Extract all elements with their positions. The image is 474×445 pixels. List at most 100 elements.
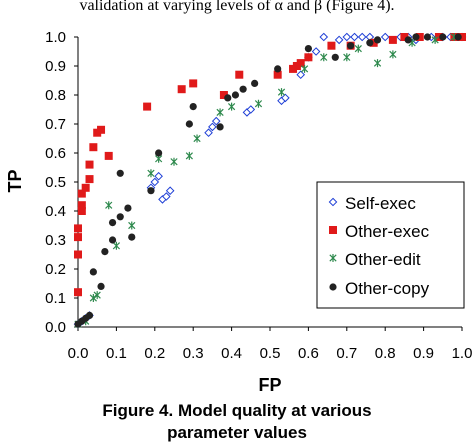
data-point-other-copy — [332, 54, 339, 61]
data-point-other-copy — [117, 170, 124, 177]
legend-label-other-exec: Other-exec — [345, 222, 430, 241]
legend-label-other-edit: Other-edit — [345, 250, 421, 269]
data-point-other-edit — [374, 59, 380, 67]
y-tick-label: 0.1 — [45, 290, 66, 307]
y-tick-label: 0.6 — [45, 145, 66, 162]
data-point-self-exec — [343, 33, 350, 40]
legend-label-other-copy: Other-copy — [345, 279, 430, 298]
data-point-other-exec — [86, 161, 94, 169]
y-tick-labels: 0.0 0.1 0.2 0.3 0.4 0.5 0.6 0.7 0.8 0.9 1.0 — [45, 29, 66, 336]
legend: Self-exec Other-exec Other-edit Other-copy — [317, 182, 464, 308]
data-point-other-copy — [240, 86, 247, 93]
data-point-other-edit — [194, 135, 200, 143]
data-point-other-exec — [89, 143, 97, 151]
x-tick-label: 0.4 — [221, 345, 242, 362]
y-tick-label: 0.3 — [45, 232, 66, 249]
data-point-other-exec — [82, 184, 90, 192]
data-point-other-copy — [109, 219, 116, 226]
data-point-other-copy — [224, 94, 231, 101]
y-tick-label: 0.5 — [45, 174, 66, 191]
y-tick-label: 0.8 — [45, 87, 66, 104]
data-point-other-copy — [86, 312, 93, 319]
data-point-other-edit — [94, 291, 100, 299]
data-point-other-edit — [148, 169, 154, 177]
figure-caption-line-2: parameter values — [0, 423, 474, 443]
x-tick-label: 0.0 — [68, 345, 89, 362]
data-point-other-copy — [90, 268, 97, 275]
data-point-other-copy — [190, 103, 197, 110]
data-point-other-copy — [305, 45, 312, 52]
data-point-self-exec — [351, 33, 358, 40]
data-point-other-exec — [304, 53, 312, 61]
data-point-other-edit — [106, 201, 112, 209]
y-tick-label: 0.4 — [45, 203, 66, 220]
data-point-self-exec — [205, 129, 212, 136]
data-point-other-exec — [74, 224, 82, 232]
data-point-other-exec — [74, 251, 82, 259]
data-point-other-copy — [109, 236, 116, 243]
y-tick-label: 0.2 — [45, 261, 66, 278]
data-point-other-exec — [327, 42, 335, 50]
data-point-other-copy — [274, 65, 281, 72]
x-tick-label: 0.2 — [144, 345, 165, 362]
data-point-other-edit — [228, 103, 234, 111]
data-point-other-edit — [217, 108, 223, 116]
data-point-other-copy — [216, 123, 223, 130]
data-point-other-exec — [74, 288, 82, 296]
legend-marker-other-exec — [329, 226, 337, 234]
y-axis-label: TP — [5, 169, 25, 192]
data-point-other-copy — [439, 33, 446, 40]
data-point-other-copy — [424, 33, 431, 40]
data-point-other-copy — [124, 205, 131, 212]
x-tick-label: 0.5 — [260, 345, 281, 362]
data-point-other-edit — [171, 158, 177, 166]
data-point-self-exec — [151, 178, 158, 185]
data-point-other-exec — [86, 175, 94, 183]
data-point-other-copy — [455, 33, 462, 40]
data-point-self-exec — [312, 48, 319, 55]
data-point-other-edit — [278, 88, 284, 96]
data-point-other-edit — [255, 100, 261, 108]
data-point-other-copy — [128, 234, 135, 241]
data-point-self-exec — [359, 33, 366, 40]
data-point-other-exec — [105, 152, 113, 160]
data-point-self-exec — [155, 173, 162, 180]
legend-marker-other-copy — [329, 283, 336, 290]
data-point-other-copy — [232, 91, 239, 98]
data-point-other-copy — [251, 80, 258, 87]
data-point-other-exec — [143, 103, 151, 111]
data-point-other-edit — [90, 294, 96, 302]
x-tick-label: 0.9 — [413, 345, 434, 362]
data-point-self-exec — [382, 33, 389, 40]
data-point-other-copy — [97, 283, 104, 290]
data-point-other-copy — [186, 120, 193, 127]
data-point-other-copy — [412, 33, 419, 40]
data-point-other-copy — [405, 36, 412, 43]
y-tick-label: 1.0 — [45, 29, 66, 46]
data-point-other-edit — [301, 65, 307, 73]
data-point-other-copy — [147, 187, 154, 194]
data-point-other-copy — [347, 42, 354, 49]
y-tick-label: 0.0 — [45, 319, 66, 336]
roc-scatter-chart: 0.0 0.1 0.2 0.3 0.4 0.5 0.6 0.7 0.8 0.9 1.0 0.0 0.1… — [0, 0, 474, 400]
data-point-other-edit — [186, 152, 192, 160]
data-point-other-exec — [97, 126, 105, 134]
figure-caption-line-1: Figure 4. Model quality at various — [0, 401, 474, 421]
legend-label-self-exec: Self-exec — [345, 194, 416, 213]
y-tick-label: 0.7 — [45, 116, 66, 133]
data-point-other-exec — [74, 233, 82, 241]
x-tick-label: 0.1 — [106, 345, 127, 362]
data-point-other-edit — [355, 45, 361, 53]
x-axis-label: FP — [258, 375, 281, 395]
x-tick-label: 0.7 — [336, 345, 357, 362]
data-point-self-exec — [297, 71, 304, 78]
data-point-other-copy — [117, 213, 124, 220]
x-tick-label: 0.3 — [183, 345, 204, 362]
data-point-other-copy — [374, 36, 381, 43]
x-tick-label: 0.8 — [375, 345, 396, 362]
data-point-other-exec — [297, 59, 305, 67]
x-tick-label: 0.6 — [298, 345, 319, 362]
data-point-other-edit — [390, 50, 396, 58]
data-point-other-edit — [129, 222, 135, 230]
